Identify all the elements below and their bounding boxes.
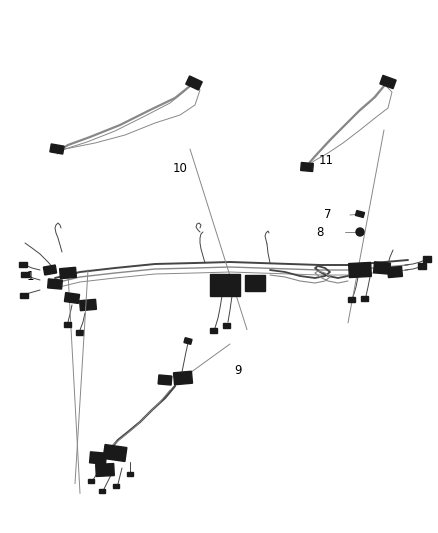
Circle shape [356, 228, 364, 236]
Bar [360, 295, 367, 301]
Bar [423, 256, 431, 262]
Bar [80, 300, 96, 311]
Bar [60, 268, 76, 279]
Bar [43, 265, 57, 275]
Bar [356, 211, 364, 217]
Bar [19, 262, 27, 266]
Bar [95, 464, 114, 477]
Text: 9: 9 [234, 364, 242, 376]
Bar [209, 327, 216, 333]
Bar [88, 479, 94, 483]
Bar [374, 262, 390, 274]
Text: 8: 8 [316, 225, 324, 238]
Bar [388, 266, 403, 278]
Bar [113, 484, 119, 488]
Bar [158, 375, 172, 385]
Bar [127, 472, 133, 476]
Bar [64, 321, 71, 327]
Bar [103, 445, 127, 462]
Bar [245, 275, 265, 291]
Bar [48, 279, 62, 289]
Bar [380, 75, 396, 88]
Bar [89, 452, 106, 464]
Bar [99, 489, 105, 493]
Bar [50, 144, 64, 154]
Bar [20, 293, 28, 297]
Bar [418, 263, 426, 269]
Bar [223, 322, 230, 327]
Text: 10: 10 [173, 161, 187, 174]
Bar [186, 76, 202, 90]
Bar [173, 372, 192, 385]
Bar [300, 163, 313, 172]
Bar [64, 293, 80, 303]
Text: 7: 7 [324, 208, 332, 222]
Bar [75, 329, 82, 335]
Bar [349, 262, 371, 278]
Bar [184, 338, 192, 344]
Bar [21, 271, 29, 277]
Text: 11: 11 [318, 154, 333, 166]
Bar [347, 296, 354, 302]
Bar [210, 274, 240, 296]
Text: 1: 1 [26, 271, 34, 284]
